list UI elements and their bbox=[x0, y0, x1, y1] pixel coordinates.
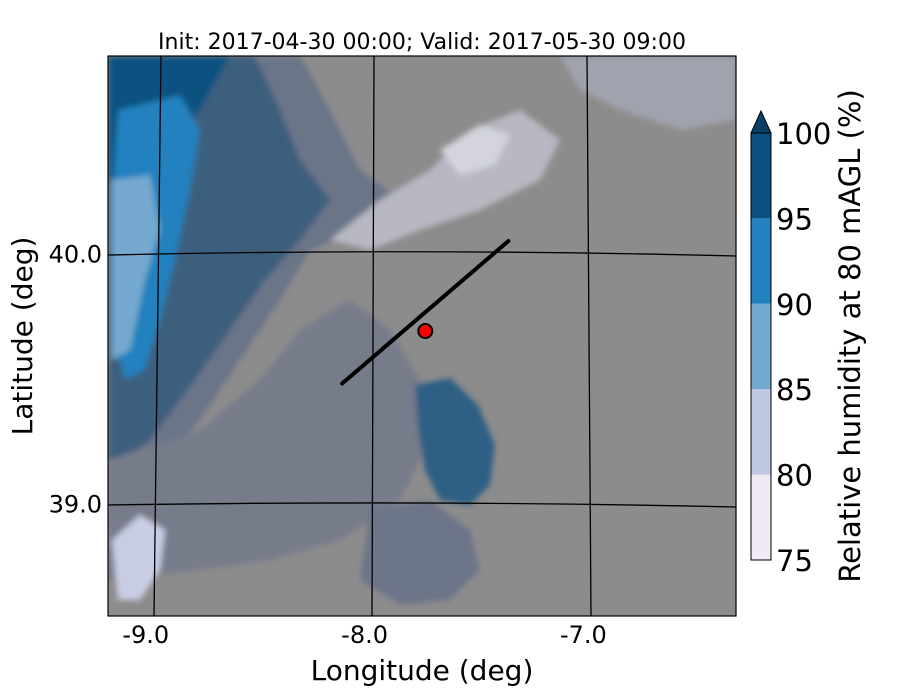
field-mid-grey bbox=[108, 300, 430, 580]
y-tick-label: 40.0 bbox=[49, 241, 102, 269]
humidity-field bbox=[108, 56, 736, 605]
field-light-north-strip bbox=[560, 56, 736, 130]
colorbar-segment bbox=[751, 133, 771, 219]
colorbar-extend-arrow bbox=[750, 109, 772, 134]
x-axis-ticks: -9.0 -8.0 -7.0 bbox=[122, 621, 606, 649]
field-pale-northeast bbox=[440, 125, 510, 175]
x-tick-label: -8.0 bbox=[341, 621, 388, 649]
field-blue-south bbox=[415, 378, 495, 505]
y-tick-label: 39.0 bbox=[49, 491, 102, 519]
gridline-lat-39 bbox=[108, 502, 736, 508]
grid-lines bbox=[108, 56, 736, 616]
plot-frame bbox=[107, 55, 737, 617]
x-tick-label: -7.0 bbox=[560, 621, 607, 649]
y-axis-ticks: 39.0 40.0 bbox=[49, 241, 102, 519]
gridline-lon-9 bbox=[153, 56, 162, 616]
gridline-lon-7 bbox=[586, 56, 592, 616]
colorbar-segment bbox=[751, 389, 771, 475]
field-mid-south bbox=[360, 500, 480, 605]
field-pale-southwest bbox=[112, 515, 165, 600]
transect-line bbox=[340, 239, 511, 386]
colorbar-tick-label: 75 bbox=[776, 544, 813, 578]
x-tick-label: -9.0 bbox=[122, 621, 169, 649]
colorbar-tick-label: 85 bbox=[776, 373, 813, 407]
plot-area bbox=[108, 56, 736, 616]
colorbar: 75 80 85 90 95 100 bbox=[750, 109, 831, 578]
chart-title: Init: 2017-04-30 00:00; Valid: 2017-05-3… bbox=[158, 30, 686, 55]
field-paleblue-coast bbox=[112, 175, 160, 360]
colorbar-frame bbox=[750, 132, 772, 561]
colorbar-tick-label: 100 bbox=[776, 117, 831, 151]
colorbar-tick-label: 80 bbox=[776, 459, 813, 493]
colorbar-label: Relative humidity at 80 mAGL (%) bbox=[833, 89, 867, 583]
gridline-lon-8 bbox=[371, 56, 375, 616]
colorbar-tick-label: 90 bbox=[776, 288, 813, 322]
colorbar-segment bbox=[751, 218, 771, 304]
colorbar-segment bbox=[751, 303, 771, 390]
y-axis-label: Latitude (deg) bbox=[6, 237, 39, 436]
location-marker bbox=[417, 323, 434, 339]
colorbar-tick-label: 95 bbox=[776, 202, 813, 236]
x-axis-label: Longitude (deg) bbox=[311, 654, 534, 687]
gridline-lat-40 bbox=[108, 251, 736, 257]
colorbar-segment bbox=[751, 474, 771, 560]
